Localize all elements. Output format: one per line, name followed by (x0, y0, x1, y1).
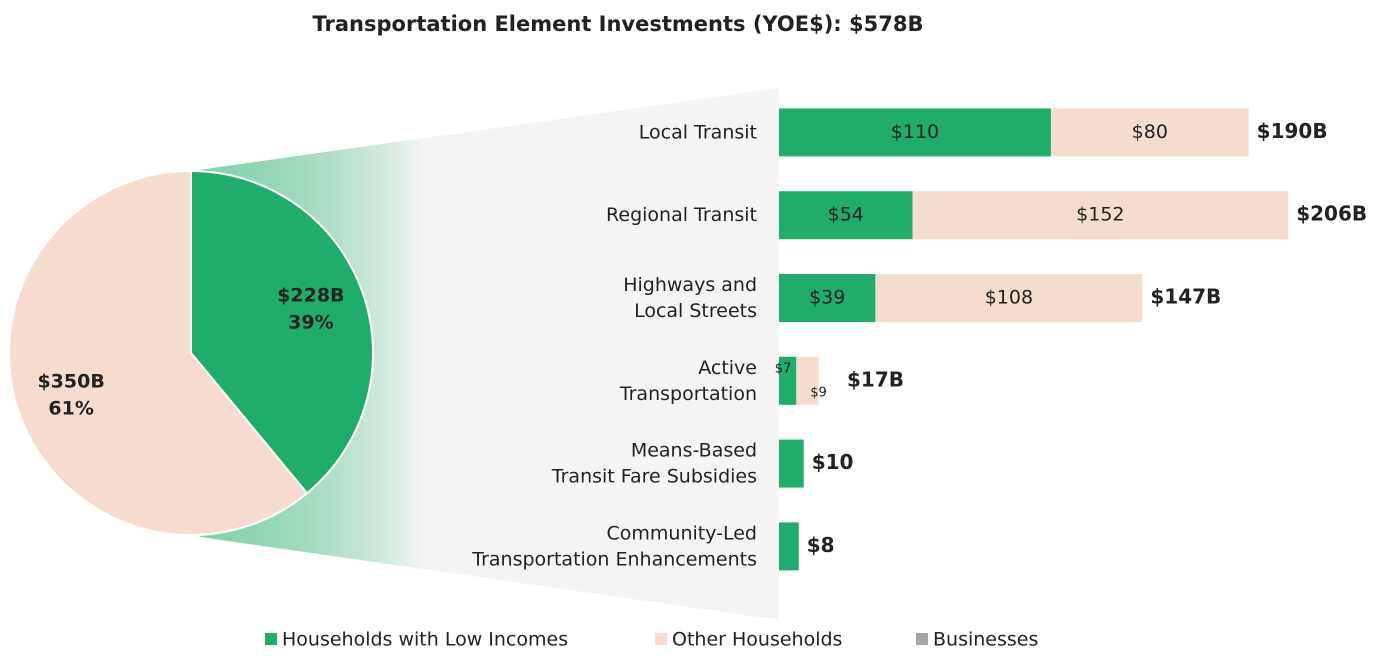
bar-segment (912, 191, 1289, 240)
bar-value-label: $54 (828, 204, 864, 226)
bar-value-label: $110 (891, 121, 939, 143)
pie-percent-label: 61% (48, 398, 93, 420)
pie-amount-label: $350B (37, 371, 104, 393)
funnel (191, 88, 779, 620)
pie-slice (8, 169, 309, 536)
bar-value-label: $7 (775, 361, 792, 376)
y-tick-label: Highways and Local Streets (623, 274, 757, 322)
legend-label: Other Households (672, 629, 842, 651)
bar-total-label: $206B (1296, 202, 1367, 226)
bar-total-label: $190B (1257, 119, 1328, 143)
chart-title: Transportation Element Investments (YOE$… (313, 12, 924, 36)
bar-total-label: $17B (847, 367, 904, 391)
bar-segment (779, 439, 804, 488)
bar-value-label: $9 (810, 385, 827, 400)
bar-total-label: $10 (812, 450, 854, 474)
legend-label: Households with Low Incomes (282, 629, 568, 651)
bar-value-label: $39 (809, 287, 845, 309)
legend-swatch (916, 633, 928, 645)
y-tick-label: Local Transit (639, 121, 757, 143)
bar-value-label: $80 (1132, 121, 1168, 143)
legend-label: Businesses (933, 629, 1038, 651)
bar-value-label: $152 (1076, 204, 1124, 226)
pie-percent-label: 39% (288, 311, 333, 333)
bar-segment (875, 274, 1143, 322)
pie-amount-label: $228B (277, 284, 344, 306)
y-tick-label: Regional Transit (606, 204, 757, 226)
y-tick-label: Active Transportation (619, 356, 757, 404)
pie-slice (190, 169, 374, 495)
bar-total-label: $8 (807, 533, 835, 557)
bar-segment (779, 522, 799, 571)
y-tick-label: Community-Led Transportation Enhancements (471, 522, 757, 570)
bar-segment (779, 356, 797, 405)
bar-segment (779, 191, 913, 240)
y-tick-label: Means-Based Transit Fare Subsidies (551, 439, 757, 487)
bar-value-label: $108 (985, 287, 1033, 309)
legend-swatch (265, 633, 277, 645)
bar-segment (779, 274, 876, 322)
bar-total-label: $147B (1150, 285, 1221, 309)
bar-segment (779, 108, 1051, 157)
legend-swatch (655, 633, 667, 645)
bar-segment (1050, 108, 1249, 157)
bar-segment (796, 356, 819, 405)
